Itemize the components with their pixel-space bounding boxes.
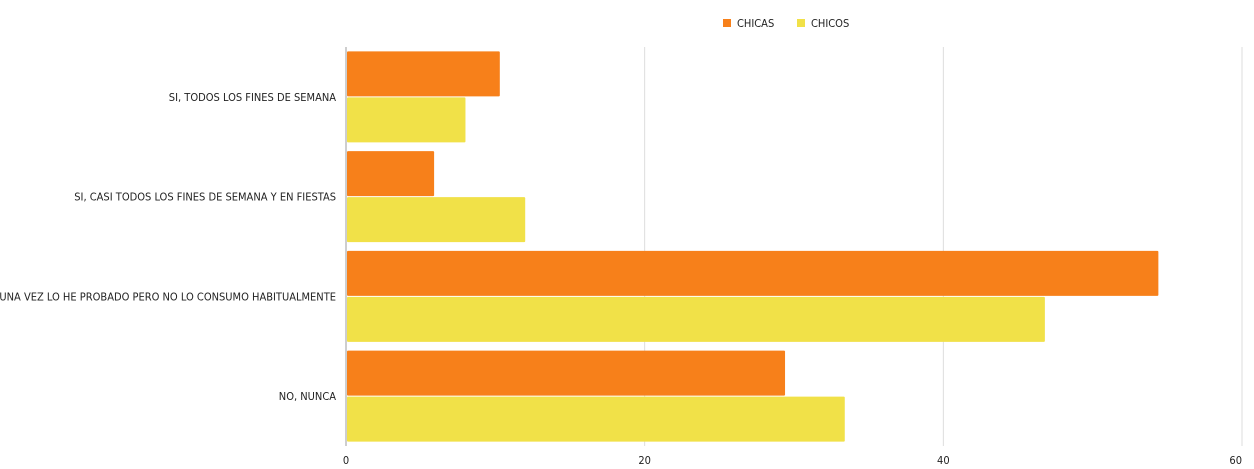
bar-chicos-3: [347, 396, 845, 442]
x-tick-label: 20: [638, 454, 651, 467]
category-label: SI, CASI TODOS LOS FINES DE SEMANA Y EN …: [74, 191, 336, 204]
bar-chicas-3: [347, 350, 786, 396]
legend-swatch-chicos: [797, 19, 805, 27]
bar-chicas-2: [347, 250, 1159, 296]
legend-swatch-chicas: [723, 19, 731, 27]
bar-chicos-2: [347, 296, 1045, 342]
x-tick-labels: 0 20 40 60: [343, 454, 1242, 467]
bar-chicos-0: [347, 97, 466, 143]
category-label: SI, TODOS LOS FINES DE SEMANA: [169, 91, 336, 104]
bar-chicos-1: [347, 197, 526, 243]
legend-label: CHICAS: [737, 17, 774, 30]
bar-chicas-0: [347, 51, 500, 97]
legend: CHICAS CHICOS: [723, 17, 849, 30]
bar-chicas-1: [347, 151, 435, 197]
x-tick-label: 0: [343, 454, 349, 467]
category-labels: SI, TODOS LOS FINES DE SEMANA SI, CASI TO…: [0, 91, 336, 403]
category-label: SI, ALGUNA VEZ LO HE PROBADO PERO NO LO …: [0, 290, 336, 303]
legend-label: CHICOS: [811, 17, 849, 30]
x-tick-label: 40: [937, 454, 950, 467]
bars: [347, 51, 1159, 442]
x-tick-label: 60: [1229, 454, 1242, 467]
category-label: NO, NUNCA: [279, 390, 336, 403]
